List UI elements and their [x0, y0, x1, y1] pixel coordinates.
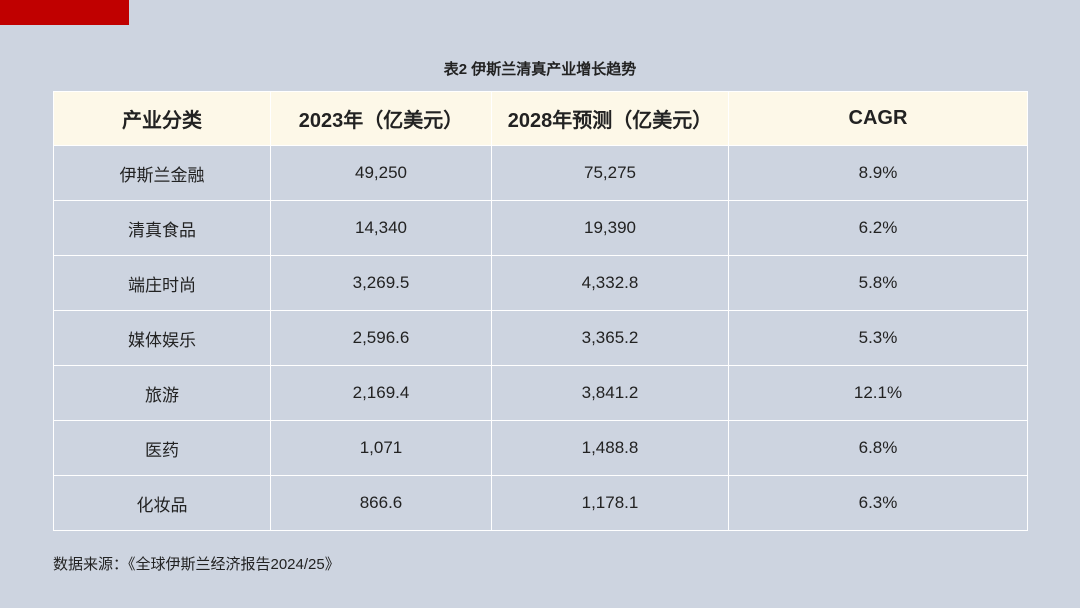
table-cell: 2,169.4	[270, 365, 492, 421]
source-note: 数据来源：《全球伊斯兰经济报告2024/25》	[53, 556, 340, 573]
table-cell: 75,275	[491, 145, 729, 201]
table-row: 端庄时尚 3,269.5 4,332.8 5.8%	[53, 255, 1028, 311]
header-row: 产业分类 2023年（亿美元） 2028年预测（亿美元） CAGR	[53, 91, 1028, 146]
table-cell: 3,365.2	[491, 310, 729, 366]
table-cell: 14,340	[270, 200, 492, 256]
table-cell: 6.8%	[728, 420, 1028, 476]
header-cell: 2023年（亿美元）	[270, 91, 492, 146]
table-row: 媒体娱乐 2,596.6 3,365.2 5.3%	[53, 310, 1028, 366]
table-cell: 清真食品	[53, 200, 271, 256]
table-cell: 1,071	[270, 420, 492, 476]
table-row: 清真食品 14,340 19,390 6.2%	[53, 200, 1028, 256]
table-cell: 媒体娱乐	[53, 310, 271, 366]
table-cell: 8.9%	[728, 145, 1028, 201]
table-cell: 6.2%	[728, 200, 1028, 256]
table-cell: 5.3%	[728, 310, 1028, 366]
table-row: 医药 1,071 1,488.8 6.8%	[53, 420, 1028, 476]
data-table: 产业分类 2023年（亿美元） 2028年预测（亿美元） CAGR 伊斯兰金融 49,2…	[53, 91, 1028, 531]
table-cell: 伊斯兰金融	[53, 145, 271, 201]
table-cell: 端庄时尚	[53, 255, 271, 311]
table-cell: 866.6	[270, 475, 492, 531]
table-cell: 旅游	[53, 365, 271, 421]
table-cell: 5.8%	[728, 255, 1028, 311]
accent-bar	[0, 0, 129, 25]
table-cell: 化妆品	[53, 475, 271, 531]
table-row: 伊斯兰金融 49,250 75,275 8.9%	[53, 145, 1028, 201]
table-row: 旅游 2,169.4 3,841.2 12.1%	[53, 365, 1028, 421]
table-cell: 1,488.8	[491, 420, 729, 476]
table-row: 化妆品 866.6 1,178.1 6.3%	[53, 475, 1028, 531]
header-cell: CAGR	[728, 91, 1028, 146]
header-cell: 产业分类	[53, 91, 271, 146]
header-cell: 2028年预测（亿美元）	[491, 91, 729, 146]
table-cell: 19,390	[491, 200, 729, 256]
table-cell: 1,178.1	[491, 475, 729, 531]
table-body: 伊斯兰金融 49,250 75,275 8.9% 清真食品 14,340 19,390 6.2…	[53, 145, 1028, 531]
table-cell: 2,596.6	[270, 310, 492, 366]
table-cell: 3,269.5	[270, 255, 492, 311]
table-cell: 3,841.2	[491, 365, 729, 421]
table-cell: 12.1%	[728, 365, 1028, 421]
table-cell: 6.3%	[728, 475, 1028, 531]
table-cell: 49,250	[270, 145, 492, 201]
table-title: 表2 伊斯兰清真产业增长趋势	[443, 61, 637, 78]
table-cell: 医药	[53, 420, 271, 476]
table-cell: 4,332.8	[491, 255, 729, 311]
